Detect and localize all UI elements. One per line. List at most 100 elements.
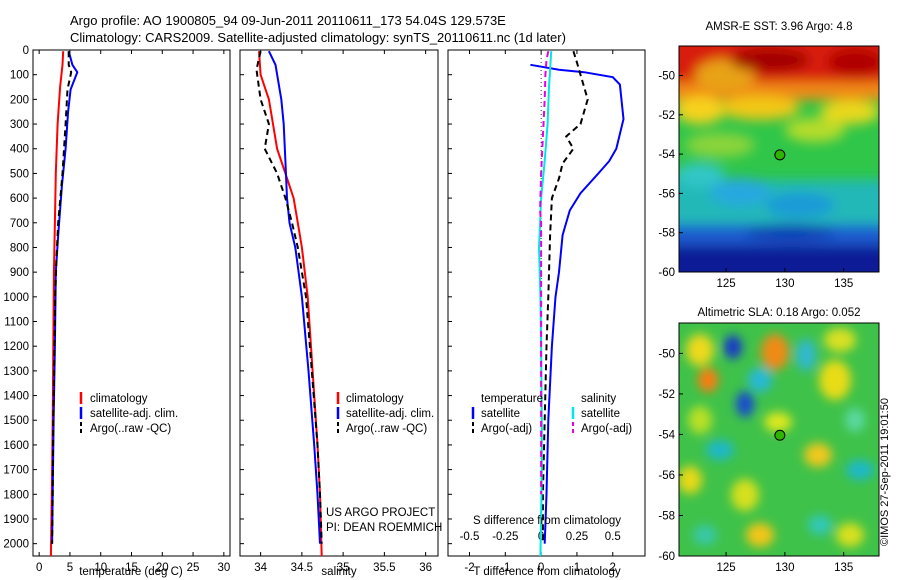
y-tick-label: 1100 <box>4 317 29 329</box>
x-tick-label: -1 <box>500 562 510 574</box>
y-tick-label: -60 <box>658 551 675 563</box>
y-tick-label: 0 <box>23 45 29 57</box>
y-tick-label: 400 <box>10 144 29 156</box>
legend-label-temperature-argo: Argo(-adj) <box>481 423 532 435</box>
y-tick-label: 1600 <box>3 440 29 452</box>
y-tick-label: 800 <box>10 242 29 254</box>
x-tick-label: 135 <box>834 562 853 574</box>
difference-series <box>530 50 625 557</box>
series-line-satellite-adj-clim- <box>268 50 321 544</box>
series-line-argo-raw-qc- <box>255 50 323 544</box>
x2-tick-label: -0.25 <box>492 531 518 543</box>
legend-label-climatology: climatology <box>90 393 148 405</box>
y-tick-label: 1900 <box>3 514 29 526</box>
y-tick-label: 100 <box>10 70 29 82</box>
x-tick-label: 36 <box>419 562 432 574</box>
y-tick-label: -52 <box>658 389 675 401</box>
x-tick-label: 125 <box>716 562 735 574</box>
x-tick-label: 35 <box>337 562 350 574</box>
x2-tick-label: 0.5 <box>605 531 621 543</box>
legend-title-salinity: salinity <box>581 393 616 405</box>
salinity-legend: climatology satellite-adj. clim. Argo(..… <box>336 392 434 435</box>
x-tick-label: 0 <box>538 562 544 574</box>
y-tick-label: -56 <box>658 188 675 200</box>
y-tick-label: -56 <box>658 470 675 482</box>
x-tick-label: 130 <box>775 562 794 574</box>
y-tick-label: -60 <box>658 267 675 279</box>
y-tick-label: -58 <box>658 228 675 240</box>
y-tick-label: -52 <box>658 110 675 122</box>
salinity-series <box>255 50 323 557</box>
sla-float-marker <box>774 429 786 441</box>
temperature-legend: climatology satellite-adj. clim. Argo(..… <box>79 392 178 435</box>
difference-axes <box>447 49 646 557</box>
y-tick-label: -54 <box>658 149 675 161</box>
legend-title-temperature: temperature <box>481 393 543 405</box>
legend-label-satellite: satellite-adj. clim. <box>346 408 434 420</box>
y-tick-label: 1200 <box>3 341 29 353</box>
temperature-series <box>49 50 79 557</box>
sst-map-title: AMSR-E SST: 3.96 Argo: 4.8 <box>705 21 852 33</box>
difference-x2label: S difference from climatology <box>473 515 621 527</box>
y-tick-label: -50 <box>658 348 675 360</box>
pi-credit: PI: DEAN ROEMMICH <box>326 522 442 534</box>
legend-label-satellite: satellite-adj. clim. <box>90 408 178 420</box>
x-tick-label: 125 <box>716 278 735 290</box>
difference-xlabel: T difference from climatology <box>473 566 620 578</box>
x-tick-label: 34 <box>254 562 267 574</box>
y-tick-label: 600 <box>10 193 29 205</box>
legend-label-salinity-argo: Argo(-adj) <box>581 423 632 435</box>
y-tick-label: -50 <box>658 70 675 82</box>
sla-map-frame <box>678 322 880 557</box>
series-line-temperature-satellite <box>530 63 625 544</box>
legend-label-salinity-satellite: satellite <box>581 408 620 420</box>
legend-label-climatology: climatology <box>346 393 404 405</box>
sst-map-frame <box>678 45 880 273</box>
x-tick-label: 1 <box>574 562 580 574</box>
y-tick-label: -54 <box>658 429 675 441</box>
temperature-axes <box>32 49 231 557</box>
x-tick-label: 135 <box>834 278 853 290</box>
header-line-2: Climatology: CARS2009. Satellite-adjuste… <box>70 30 566 45</box>
difference-legend: temperature satellite Argo(-adj) salinit… <box>471 393 632 435</box>
salinity-xlabel: salinity <box>321 566 356 578</box>
y-tick-label: 500 <box>10 168 29 180</box>
x2-tick-label: 0.25 <box>566 531 588 543</box>
y-tick-label: 2000 <box>3 539 29 551</box>
x-tick-label: 130 <box>775 278 794 290</box>
x-tick-label: 2 <box>610 562 616 574</box>
x-tick-label: 15 <box>125 562 138 574</box>
x2-tick-label: -0.5 <box>460 531 480 543</box>
temperature-ticks: 0 5 10 15 20 25 300100200300400500600700800900… <box>3 45 230 574</box>
legend-label-argo: Argo(..raw -QC) <box>90 423 171 435</box>
x-tick-label: 10 <box>94 562 107 574</box>
x-tick-label: 20 <box>156 562 169 574</box>
y-tick-label: 300 <box>10 119 29 131</box>
y-tick-label: 200 <box>10 94 29 106</box>
temperature-xlabel: temperature (deg C) <box>79 566 183 578</box>
series-line-temperature-argo-adj- <box>541 50 589 544</box>
x-tick-label: 5 <box>67 562 73 574</box>
y-tick-label: 1700 <box>3 465 29 477</box>
y-tick-label: 1800 <box>3 489 29 501</box>
y-tick-label: 700 <box>10 218 29 230</box>
series-line-climatology <box>258 51 323 557</box>
sla-map-ticks: 125 130 135 -50 -52 -54 -56 -58 -60 <box>658 348 853 574</box>
difference-ticks: -2 -1 0 1 2-0.5 -0.25 0 0.25 0.5 <box>448 49 621 574</box>
timestamp-stamp: ©IMOS 27-Sep-2011 19:01:50 <box>879 398 891 546</box>
sla-map-title: Altimetric SLA: 0.18 Argo: 0.052 <box>697 307 860 319</box>
series-line-argo-raw-qc- <box>51 51 73 544</box>
salinity-ticks: 34 34.5 35 35.5 36 <box>240 49 432 574</box>
y-tick-label: 900 <box>10 267 29 279</box>
header-line-1: Argo profile: AO 1900805_94 09-Jun-2011 … <box>70 13 506 28</box>
x-tick-label: 30 <box>217 562 230 574</box>
y-tick-label: 1300 <box>3 366 29 378</box>
x-tick-label: -2 <box>464 562 474 574</box>
salinity-axes <box>239 49 439 557</box>
y-tick-label: 1000 <box>3 292 29 304</box>
sst-float-marker <box>774 149 786 161</box>
x-tick-label: 34.5 <box>291 562 313 574</box>
series-line-salinity-argo-adj- <box>539 50 550 495</box>
y-tick-label: -58 <box>658 510 675 522</box>
